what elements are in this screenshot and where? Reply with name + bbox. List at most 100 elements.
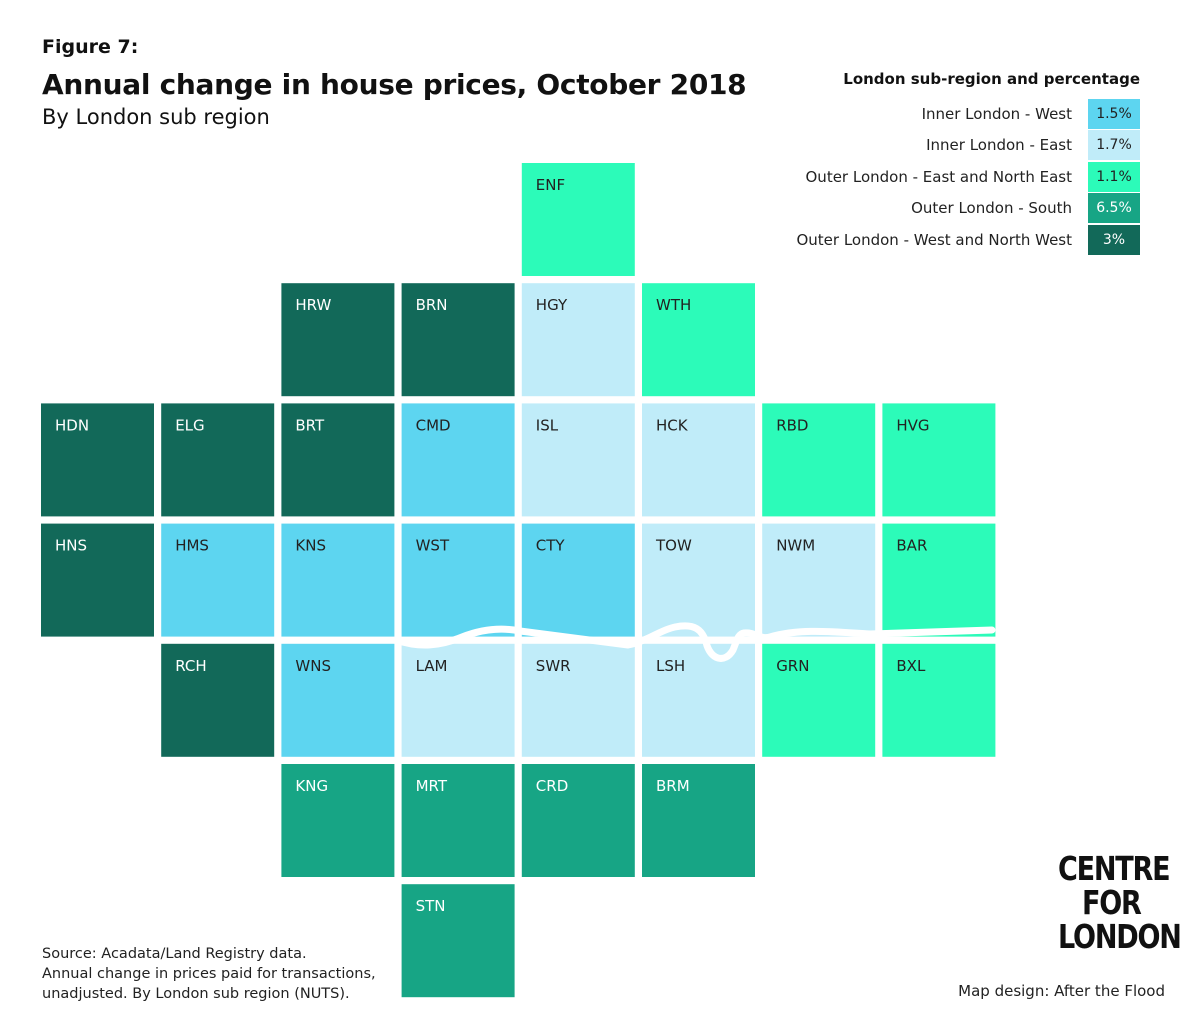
borough-code-label: CMD <box>416 416 451 434</box>
borough-tile-fill <box>281 643 395 757</box>
source-note: Source: Acadata/Land Registry data. Annu… <box>42 944 376 1004</box>
borough-code-label: CRD <box>536 777 568 795</box>
borough-tile-fill <box>642 643 755 757</box>
borough-tile-swr: SWR <box>521 643 635 757</box>
borough-tile-fill <box>521 283 635 397</box>
borough-tile-fill <box>762 403 876 517</box>
borough-tile-brt: BRT <box>281 403 395 517</box>
legend-swatch: 1.5% <box>1088 98 1140 129</box>
borough-code-label: HVG <box>896 416 929 434</box>
legend-item: Outer London - South 6.5% <box>720 193 1140 225</box>
borough-code-label: HMS <box>175 537 209 555</box>
legend-item: Outer London - East and North East 1.1% <box>720 161 1140 193</box>
borough-tile-fill <box>41 403 154 517</box>
borough-tile-fill <box>401 764 515 877</box>
borough-code-label: HRW <box>295 296 331 314</box>
borough-tile-bar: BAR <box>882 523 996 637</box>
borough-tile-fill <box>401 523 515 637</box>
borough-code-label: CTY <box>536 537 566 555</box>
legend-item: Inner London - West 1.5% <box>720 98 1140 130</box>
logo-line: LONDON <box>1058 917 1182 956</box>
logo-line: FOR <box>1081 883 1142 922</box>
source-line: Source: Acadata/Land Registry data. <box>42 946 307 962</box>
legend-title: London sub-region and percentage <box>843 70 1140 88</box>
legend-item-label: Inner London - West <box>921 104 1072 123</box>
borough-tile-brm: BRM <box>642 764 755 877</box>
borough-code-label: KNS <box>295 537 326 555</box>
borough-tile-fill <box>521 163 635 276</box>
borough-code-label: WST <box>416 537 450 555</box>
legend-item: Outer London - West and North West 3% <box>720 224 1140 256</box>
borough-tile-kns: KNS <box>281 523 395 637</box>
borough-tile-cty: CTY <box>521 523 635 637</box>
borough-tile-nwm: NWM <box>762 523 876 637</box>
borough-code-label: STN <box>416 897 446 915</box>
borough-code-label: BRN <box>416 296 448 314</box>
borough-tile-fill <box>762 643 876 757</box>
borough-tiles: ENF HRW BRN HGY WTH HDN ELG BRT CMD ISL HCK RBD HVG H… <box>41 163 996 998</box>
legend-swatch: 6.5% <box>1088 193 1140 224</box>
borough-tile-enf: ENF <box>521 163 635 276</box>
borough-tile-fill <box>401 403 515 517</box>
borough-tile-hvg: HVG <box>882 403 996 517</box>
borough-tile-fill <box>642 523 755 637</box>
borough-tile-wst: WST <box>401 523 515 637</box>
borough-code-label: RCH <box>175 657 206 675</box>
legend-swatch: 1.7% <box>1088 130 1140 161</box>
borough-tile-hrw: HRW <box>281 283 395 397</box>
legend-swatch: 1.1% <box>1088 161 1140 192</box>
borough-code-label: SWR <box>536 657 571 675</box>
borough-tile-fill <box>401 283 515 397</box>
borough-code-label: LAM <box>416 657 448 675</box>
borough-tile-fill <box>762 523 876 637</box>
borough-tile-stn: STN <box>401 884 515 998</box>
borough-tile-wns: WNS <box>281 643 395 757</box>
borough-code-label: ENF <box>536 176 565 194</box>
borough-code-label: GRN <box>776 657 809 675</box>
borough-tile-rch: RCH <box>161 643 275 757</box>
design-credit: Map design: After the Flood <box>958 982 1165 1000</box>
borough-tile-fill <box>41 523 154 637</box>
borough-code-label: HGY <box>536 296 568 314</box>
borough-tile-hgy: HGY <box>521 283 635 397</box>
borough-code-label: BRM <box>656 777 690 795</box>
borough-tile-crd: CRD <box>521 764 635 877</box>
borough-tile-tow: TOW <box>642 523 755 637</box>
borough-tile-kng: KNG <box>281 764 395 877</box>
borough-tile-wth: WTH <box>642 283 755 397</box>
figure-label: Figure 7: <box>42 36 139 58</box>
borough-tile-isl: ISL <box>521 403 635 517</box>
legend: London sub-region and percentage Inner L… <box>720 70 1140 256</box>
logo-line: CENTRE <box>1058 849 1171 888</box>
borough-code-label: WTH <box>656 296 691 314</box>
borough-tile-brn: BRN <box>401 283 515 397</box>
borough-tile-rbd: RBD <box>762 403 876 517</box>
borough-tile-fill <box>161 403 275 517</box>
borough-code-label: KNG <box>295 777 328 795</box>
borough-tile-hdn: HDN <box>41 403 154 517</box>
borough-tile-elg: ELG <box>161 403 275 517</box>
borough-tile-fill <box>161 523 275 637</box>
borough-tile-fill <box>642 764 755 877</box>
borough-code-label: BRT <box>295 416 325 434</box>
borough-tile-fill <box>401 884 515 998</box>
borough-tile-fill <box>882 643 996 757</box>
borough-tile-fill <box>161 643 275 757</box>
borough-tile-fill <box>882 403 996 517</box>
borough-code-label: BAR <box>896 537 927 555</box>
borough-tile-fill <box>281 403 395 517</box>
borough-code-label: WNS <box>295 657 331 675</box>
borough-tile-lam: LAM <box>401 643 515 757</box>
river-thames <box>392 622 996 662</box>
borough-code-label: BXL <box>896 657 926 675</box>
borough-tile-mrt: MRT <box>401 764 515 877</box>
borough-tile-hns: HNS <box>41 523 154 637</box>
legend-swatch: 3% <box>1088 224 1140 255</box>
borough-tile-lsh: LSH <box>642 643 755 757</box>
legend-item: Inner London - East 1.7% <box>720 130 1140 162</box>
centre-for-london-logo: CENTRE FOR LONDON <box>1058 849 1182 956</box>
legend-item-label: Outer London - East and North East <box>805 167 1073 186</box>
borough-code-label: MRT <box>416 777 448 795</box>
borough-tile-fill <box>521 643 635 757</box>
